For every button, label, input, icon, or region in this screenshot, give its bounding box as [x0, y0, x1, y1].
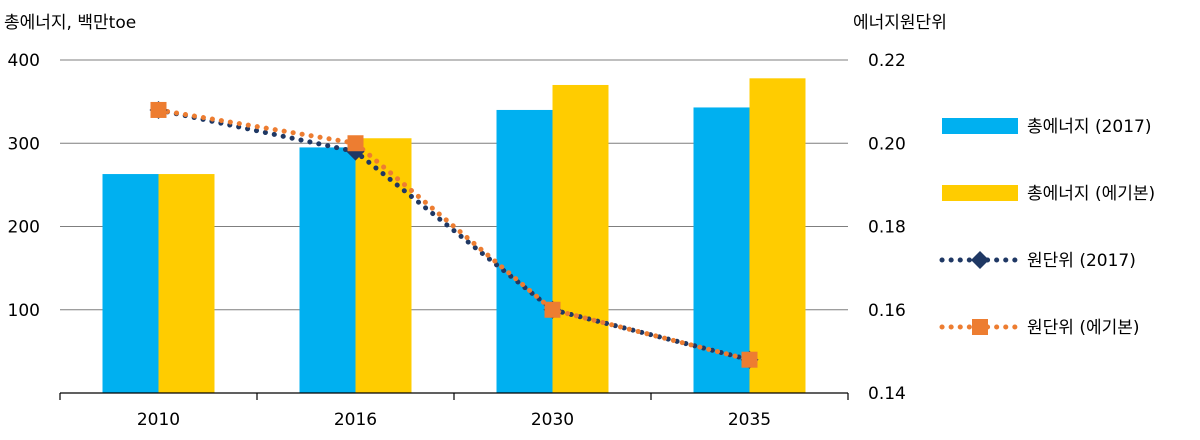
x-axis-ticks: 2010 2016 2030 2035 — [137, 410, 771, 430]
legend-marker — [971, 251, 989, 269]
right-axis-ticks: 0.14 0.16 0.18 0.20 0.22 — [868, 51, 906, 404]
right-tick-label: 0.14 — [868, 384, 906, 404]
bar-2010-series-2 — [158, 174, 215, 393]
right-axis-title: 에너지원단위 — [853, 13, 947, 33]
bar-2016-series-1 — [299, 147, 356, 393]
x-tick-label: 2035 — [728, 410, 771, 430]
legend-label: 원단위 (2017) — [1027, 251, 1136, 271]
point-2035-series-2 — [741, 351, 758, 368]
left-axis-ticks: 100 200 300 400 — [8, 51, 40, 321]
legend-marker — [972, 319, 988, 335]
right-tick-label: 0.18 — [868, 218, 906, 238]
legend-swatch — [942, 118, 1018, 134]
legend-swatch — [942, 185, 1018, 201]
right-tick-label: 0.16 — [868, 301, 906, 321]
line-series-1 — [156, 107, 752, 363]
legend-label: 총에너지 (에기본) — [1027, 184, 1155, 204]
point-2010-series-2 — [150, 101, 167, 118]
left-tick-label: 100 — [8, 301, 40, 321]
line-series-2 — [156, 107, 752, 363]
bar-2030-series-1 — [496, 109, 553, 393]
bar-2010-series-1 — [102, 174, 159, 393]
bars — [102, 78, 806, 393]
legend-label: 총에너지 (2017) — [1027, 117, 1152, 137]
left-tick-label: 400 — [8, 51, 40, 71]
bar-2035-series-1 — [693, 107, 750, 393]
point-2016-series-2 — [347, 135, 364, 152]
axes — [59, 392, 849, 400]
legend: 총에너지 (2017) 총에너지 (에기본) 원단위 (2017) 원단위 (에기본) — [939, 117, 1155, 338]
right-tick-label: 0.22 — [868, 51, 906, 71]
bar-2016-series-2 — [355, 138, 412, 393]
line-series — [149, 100, 759, 369]
x-tick-label: 2010 — [137, 410, 180, 430]
x-tick-label: 2030 — [531, 410, 574, 430]
bar-2035-series-2 — [749, 78, 806, 393]
left-axis-title: 총에너지, 백만toe — [4, 13, 136, 33]
left-tick-label: 200 — [8, 218, 40, 238]
left-tick-label: 300 — [8, 134, 40, 154]
point-2030-series-2 — [544, 301, 561, 318]
legend-label: 원단위 (에기본) — [1027, 318, 1140, 338]
bar-2030-series-2 — [552, 84, 609, 393]
x-tick-label: 2016 — [334, 410, 377, 430]
right-tick-label: 0.20 — [868, 134, 906, 154]
